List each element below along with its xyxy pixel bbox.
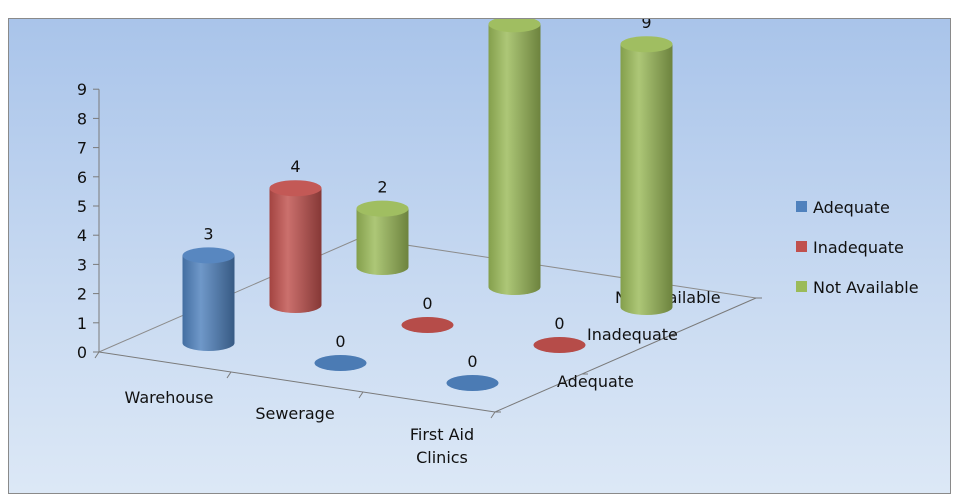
chart-bars: 2 9 9 4 0 0 3 0 0: [182, 19, 673, 391]
data-label: 4: [290, 157, 300, 176]
category-tick-mark: [490, 411, 496, 419]
category-label-first-aid-clinics: First Aid Clinics: [410, 425, 474, 467]
y-tick-label: 1: [77, 314, 87, 333]
bar-zero-disc: [401, 317, 454, 333]
depth-label-inadequate: Inadequate: [587, 325, 678, 344]
category-axis-labels: Warehouse Sewerage First Aid Clinics: [125, 388, 475, 467]
bar-top: [269, 180, 322, 197]
category-axis-line: [98, 351, 496, 413]
bar-warehouse-not-available: 2: [356, 178, 409, 275]
legend: Adequate Inadequate Not Available: [796, 198, 919, 297]
y-tick-label: 2: [77, 285, 87, 304]
bar-first-aid-clinics-not-available: 9: [620, 19, 673, 315]
legend-swatch: [796, 241, 807, 252]
bar-top: [620, 36, 673, 53]
bar-sewerage-inadequate: 0: [401, 294, 454, 333]
y-tick-label: 7: [77, 139, 87, 158]
bar-zero-disc: [533, 337, 586, 353]
legend-label: Not Available: [813, 278, 919, 297]
data-label: 9: [641, 19, 651, 32]
bar-sewerage-adequate: 0: [314, 332, 367, 371]
chart-floor: [94, 89, 762, 419]
y-tick-label: 8: [77, 109, 87, 128]
legend-item-adequate: Adequate: [796, 198, 890, 217]
depth-label-adequate: Adequate: [557, 372, 634, 391]
bar-zero-disc: [446, 375, 499, 391]
y-tick-label: 6: [77, 168, 87, 187]
y-tick-label: 4: [77, 226, 87, 245]
bar-warehouse-inadequate: 4: [269, 157, 322, 313]
bar-top: [488, 19, 541, 33]
y-tick-label: 9: [77, 80, 87, 99]
bar-first-aid-clinics-adequate: 0: [446, 352, 499, 391]
data-label: 0: [422, 294, 432, 313]
category-label-sewerage: Sewerage: [255, 404, 334, 423]
category-tick-mark: [358, 391, 364, 399]
bar-sewerage-not-available: 9: [488, 19, 541, 295]
legend-item-not-available: Not Available: [796, 278, 919, 297]
legend-item-inadequate: Inadequate: [796, 238, 904, 257]
y-tick-label: 5: [77, 197, 87, 216]
y-axis-ticks: 0 1 2 3 4 5 6 7 8 9: [77, 80, 99, 362]
data-label: 0: [335, 332, 345, 351]
legend-swatch: [796, 201, 807, 212]
data-label: 0: [554, 314, 564, 333]
chart-svg: 0 1 2 3 4 5 6 7 8 9 Warehouse Sewerage First Aid Cli…: [77, 19, 919, 467]
depth-axis-line: [494, 297, 757, 413]
category-tick-mark: [94, 351, 100, 359]
bar-body: [488, 24, 541, 295]
bar-body: [182, 255, 235, 351]
bar-first-aid-clinics-inadequate: 0: [533, 314, 586, 353]
bar-top: [356, 200, 409, 217]
chart-area: 0 1 2 3 4 5 6 7 8 9 Warehouse Sewerage First Aid Cli…: [8, 18, 951, 494]
bar-top: [182, 247, 235, 264]
legend-label: Adequate: [813, 198, 890, 217]
bar-zero-disc: [314, 355, 367, 371]
data-label: 0: [467, 352, 477, 371]
data-label: 2: [377, 178, 387, 197]
bar-body: [620, 44, 673, 315]
category-label-warehouse: Warehouse: [125, 388, 214, 407]
y-tick-label: 0: [77, 343, 87, 362]
legend-label: Inadequate: [813, 238, 904, 257]
bar-warehouse-adequate: 3: [182, 224, 235, 351]
data-label: 3: [203, 224, 213, 243]
legend-swatch: [796, 281, 807, 292]
y-tick-label: 3: [77, 255, 87, 274]
category-tick-mark: [226, 371, 232, 379]
bar-body: [269, 188, 322, 313]
bar-body: [356, 208, 409, 275]
floor-back-edge: [359, 237, 757, 299]
